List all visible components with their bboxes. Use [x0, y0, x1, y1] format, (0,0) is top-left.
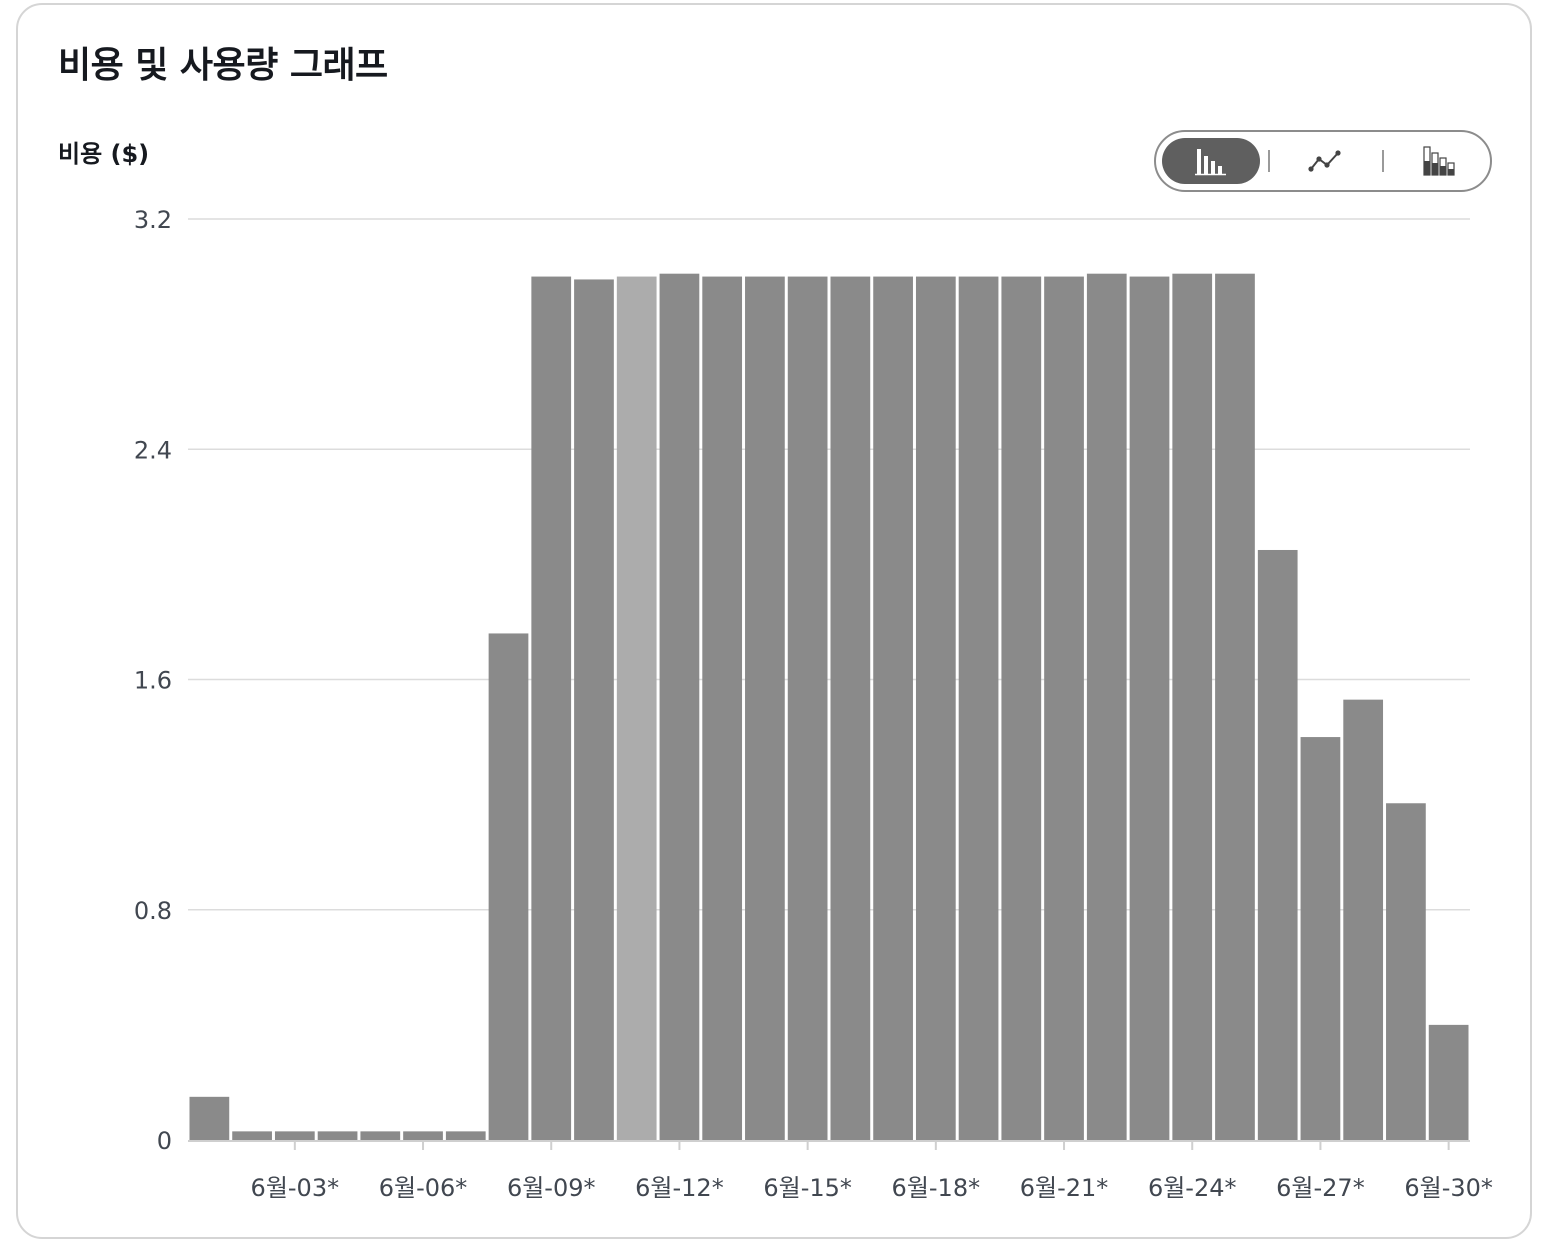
bar-6월-20* — [1001, 276, 1042, 1140]
bar-6월-19* — [958, 276, 999, 1140]
bar-6월-21* — [1044, 276, 1084, 1140]
bar-6월-06* — [403, 1131, 443, 1140]
bar-6월-24* — [1172, 273, 1213, 1140]
x-tick-label: 6월-09* — [507, 1174, 596, 1202]
bar-6월-10* — [574, 279, 614, 1140]
x-tick-label: 6월-21* — [1020, 1174, 1109, 1202]
y-tick-label: 0 — [157, 1127, 172, 1155]
bar-6월-14* — [745, 276, 785, 1140]
x-tick-label: 6월-15* — [763, 1174, 852, 1202]
stacked-bar-chart-toggle-button[interactable] — [1390, 138, 1488, 184]
y-tick-label: 0.8 — [134, 897, 172, 925]
bar-6월-05* — [360, 1131, 401, 1140]
bar-6월-27* — [1300, 737, 1341, 1140]
bar-6월-08* — [488, 633, 529, 1140]
line-chart-toggle-button[interactable] — [1276, 138, 1374, 184]
bar-6월-04* — [317, 1131, 358, 1140]
bar-6월-29* — [1386, 803, 1426, 1140]
bar-6월-18* — [915, 276, 956, 1140]
bar-6월-01* — [189, 1096, 230, 1140]
bar-6월-25* — [1215, 273, 1255, 1140]
y-tick-label: 3.2 — [134, 206, 172, 234]
bar-6월-12* — [659, 273, 700, 1140]
bar-6월-02* — [232, 1131, 272, 1140]
y-tick-label: 2.4 — [134, 436, 172, 464]
bar-6월-16* — [830, 276, 871, 1140]
toggle-divider — [1382, 150, 1384, 172]
bar-6월-17* — [873, 276, 913, 1140]
card-title: 비용 및 사용량 그래프 — [58, 45, 388, 86]
bar-chart-icon — [1195, 149, 1226, 176]
line-chart-icon — [1308, 150, 1341, 172]
bar-6월-30* — [1428, 1024, 1469, 1140]
stacked-bar-chart-icon — [1423, 146, 1455, 176]
bar-6월-11* — [616, 276, 657, 1140]
bar-6월-03* — [274, 1131, 315, 1140]
bar-6월-09* — [531, 276, 572, 1140]
chart-type-toggle — [1154, 130, 1492, 192]
x-tick-label: 6월-30* — [1404, 1174, 1493, 1202]
x-tick-label: 6월-06* — [379, 1174, 468, 1202]
x-tick-label: 6월-18* — [892, 1174, 981, 1202]
x-tick-label: 6월-27* — [1276, 1174, 1365, 1202]
bar-6월-22* — [1086, 273, 1127, 1140]
bar-6월-07* — [445, 1131, 486, 1140]
y-tick-label: 1.6 — [134, 667, 172, 695]
toggle-divider — [1268, 150, 1270, 172]
bar-6월-28* — [1343, 699, 1384, 1140]
bar-6월-23* — [1129, 276, 1170, 1140]
bar-6월-13* — [702, 276, 743, 1140]
x-tick-label: 6월-12* — [635, 1174, 724, 1202]
x-tick-label: 6월-03* — [251, 1174, 340, 1202]
y-axis-title: 비용 ($) — [58, 140, 150, 168]
bar-6월-15* — [787, 276, 828, 1140]
bar-chart-toggle-button[interactable] — [1162, 138, 1260, 184]
x-tick-label: 6월-24* — [1148, 1174, 1237, 1202]
bar-6월-26* — [1257, 549, 1298, 1140]
